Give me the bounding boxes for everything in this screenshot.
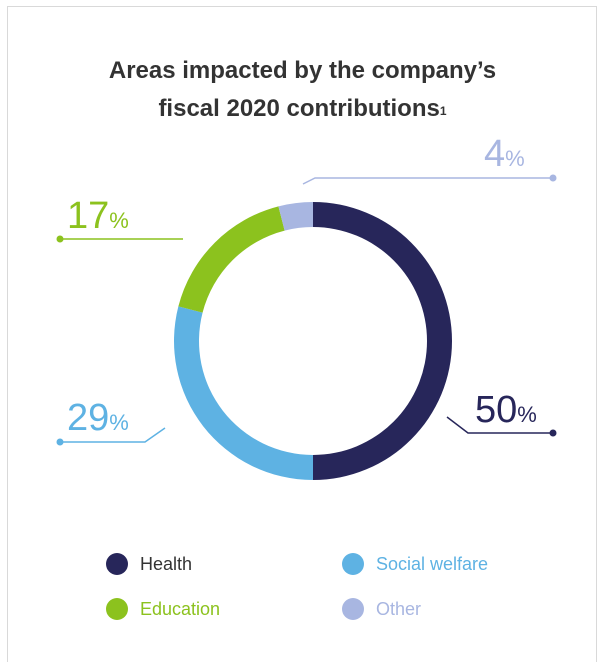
chart-card: [7, 6, 597, 662]
leader-dot-other: [549, 174, 557, 182]
legend-label-social-welfare: Social welfare: [376, 553, 489, 574]
legend-label-health: Health: [140, 553, 193, 574]
chart-title-line2: fiscal 2020 contributions1: [0, 90, 605, 128]
leader-line-social-welfare: [60, 427, 166, 443]
leader-line-health: [446, 416, 553, 434]
donut-slice-social-welfare: [174, 306, 313, 480]
data-label-health: 50%: [475, 389, 537, 431]
chart-title-line2-text: fiscal 2020 contributions: [158, 95, 440, 122]
donut-callouts: 50% 29% 17% 4%: [56, 133, 557, 446]
legend-label-education: Education: [140, 598, 221, 619]
donut-slice-other: [278, 202, 313, 231]
legend-item-education: Education: [106, 598, 220, 620]
legend-item-social-welfare: Social welfare: [342, 553, 488, 575]
legend-dot-other: [342, 598, 364, 620]
data-label-education: 17%: [67, 195, 129, 237]
donut-slice-health: [313, 202, 452, 480]
legend-label-other: Other: [376, 598, 422, 619]
legend-dot-education: [106, 598, 128, 620]
leader-line-other: [302, 177, 553, 185]
data-label-other: 4%: [484, 133, 525, 175]
legend-dot-social-welfare: [342, 553, 364, 575]
donut-slices: [174, 202, 452, 480]
footnote-marker: 1: [439, 104, 447, 118]
leader-dot-health: [549, 429, 557, 437]
legend-item-health: Health: [106, 553, 192, 575]
leader-dot-education: [56, 235, 64, 243]
leader-dot-social-welfare: [56, 438, 64, 446]
legend-dot-health: [106, 553, 128, 575]
legend-item-other: Other: [342, 598, 421, 620]
chart-title-line1: Areas impacted by the company’s: [108, 57, 497, 84]
data-label-social-welfare: 29%: [67, 397, 129, 439]
donut-slice-education: [178, 206, 285, 313]
